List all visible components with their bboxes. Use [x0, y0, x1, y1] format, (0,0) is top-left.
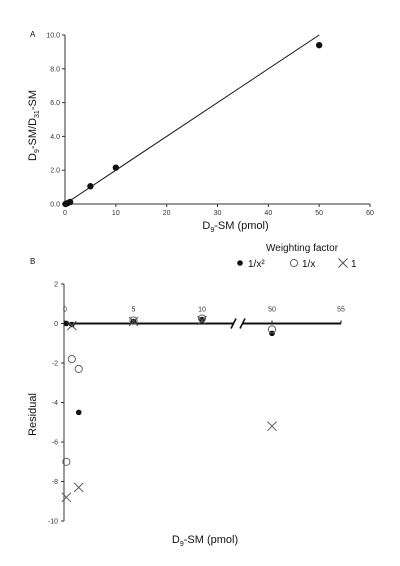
- panel-a-fit-line: [64, 34, 320, 205]
- legend-marker-open-circle: [289, 258, 299, 268]
- panel-a-x-axis-label-main: D: [202, 220, 210, 232]
- panel-a-x-tick-label: 0: [63, 210, 67, 217]
- panel-b-axis-break-mark: [239, 318, 246, 329]
- panel-a-data-point: [87, 183, 94, 190]
- panel-b-x-axis-label-main: D: [172, 534, 180, 546]
- panel-a-x-axis-label: D9-SM (pmol): [202, 220, 268, 234]
- panel-a-x-axis-label-sub: 9: [210, 227, 214, 234]
- legend-title: Weighting factor: [266, 243, 339, 254]
- panel-b-point-cross-stroke: [66, 320, 77, 331]
- panel-b-point-cross: [66, 320, 77, 331]
- panel-b-point-cross: [197, 315, 207, 326]
- panel-a-label: A: [30, 30, 36, 39]
- panel-a-y-tick-label: 10.0: [46, 33, 60, 40]
- panel-a-y-axis-label-b: -SM/D: [27, 118, 39, 149]
- panel-a-data-point: [112, 164, 120, 171]
- panel-b-point-open-circle: [197, 314, 207, 323]
- panel-a-data-point: [66, 198, 74, 206]
- panel-b-point-open-circle: [74, 364, 83, 373]
- panel-b-point-cross-stroke: [61, 492, 72, 503]
- panel-a-y-tick-label: 8.0: [50, 66, 60, 73]
- panel-b-x-axis-label-sub: 9: [180, 541, 184, 548]
- panel-a-y-tick-label: 0.0: [50, 202, 60, 209]
- legend-label: 1/x: [302, 259, 315, 270]
- legend-label: 1: [351, 259, 357, 270]
- panel-b-point-cross: [61, 492, 72, 503]
- legend-marker-filled-circle: [237, 260, 243, 266]
- panel-b-x-tick-label: 50: [268, 307, 276, 314]
- panel-a-x-axis-label-rest: -SM (pmol): [214, 220, 268, 232]
- panel-a-y-axis-label-a_sub: 9: [34, 149, 41, 153]
- panel-a-y-tick-label: 2.0: [50, 168, 60, 175]
- panel-a-y-axis-label-c: -SM: [27, 90, 39, 110]
- panel-a-y-axis-label: D9-SM/D31-SM: [27, 90, 41, 161]
- panel-b-y-tick-label: -8: [52, 479, 58, 486]
- panel-b-point-filled-circle: [199, 316, 205, 323]
- panel-b-x-tick-label: 5: [132, 307, 136, 314]
- panel-a-x-tick-label: 60: [366, 210, 374, 217]
- panel-b-point-filled-circle: [75, 409, 82, 416]
- legend-marker-cross-stroke: [338, 258, 348, 268]
- panel-a-x-tick-label: 30: [214, 210, 222, 217]
- panel-a-x-tick-label: 50: [315, 210, 323, 217]
- panel-b-x-axis-label: D9-SM (pmol): [172, 534, 238, 548]
- panel-a-data-point: [315, 41, 323, 49]
- panel-b-point-filled-circle: [69, 321, 75, 328]
- panel-b-point-cross: [267, 421, 277, 432]
- panel-b-y-tick-label: 2: [54, 282, 58, 289]
- panel-b-point-cross-stroke: [73, 482, 84, 493]
- panel-b-point-cross: [128, 316, 139, 327]
- panel-b-point-cross: [73, 482, 84, 493]
- panel-b-point-open-circle: [67, 354, 76, 364]
- panel-b-y-tick-label: 0: [54, 321, 58, 328]
- panel-a-y-tick-label: 4.0: [50, 134, 60, 141]
- panel-b-point-cross-stroke: [197, 315, 207, 326]
- panel-b-y-tick-label: -2: [52, 361, 58, 368]
- panel-b-point-open-circle: [129, 316, 138, 325]
- panel-a-y-tick-label: 6.0: [50, 100, 60, 107]
- panel-b-point-open-circle: [267, 325, 277, 334]
- panel-a-x-tick-label: 10: [112, 210, 120, 217]
- panel-b-y-tick-label: -6: [52, 440, 58, 447]
- panel-a-x-tick-label: 20: [163, 210, 171, 217]
- panel-b-x-axis-label-rest: -SM (pmol): [184, 534, 238, 546]
- panel-b-axis-break-mark: [230, 318, 237, 329]
- panel-b-x-tick-label: 55: [337, 307, 345, 314]
- panel-b-y-tick-label: -10: [48, 519, 58, 526]
- panel-a-y-axis-label-b_sub: 31: [34, 110, 41, 118]
- panel-a-x-tick-label: 40: [264, 210, 272, 217]
- panel-a-y-axis-label-a: D: [27, 153, 39, 161]
- panel-b-x-tick-label: 0: [63, 307, 67, 314]
- panel-b-y-tick-label: -4: [52, 400, 58, 407]
- legend-marker-cross: [338, 258, 348, 268]
- panel-b-x-tick-label: 10: [198, 307, 206, 314]
- legend-label: 1/x²: [248, 259, 265, 270]
- panel-b-point-cross-stroke: [128, 316, 139, 327]
- panel-b-point-open-circle: [62, 457, 71, 466]
- panel-b-y-axis-label: Residual: [27, 393, 39, 436]
- panel-b-point-cross-stroke: [267, 421, 277, 432]
- panel-b-label: B: [30, 257, 35, 266]
